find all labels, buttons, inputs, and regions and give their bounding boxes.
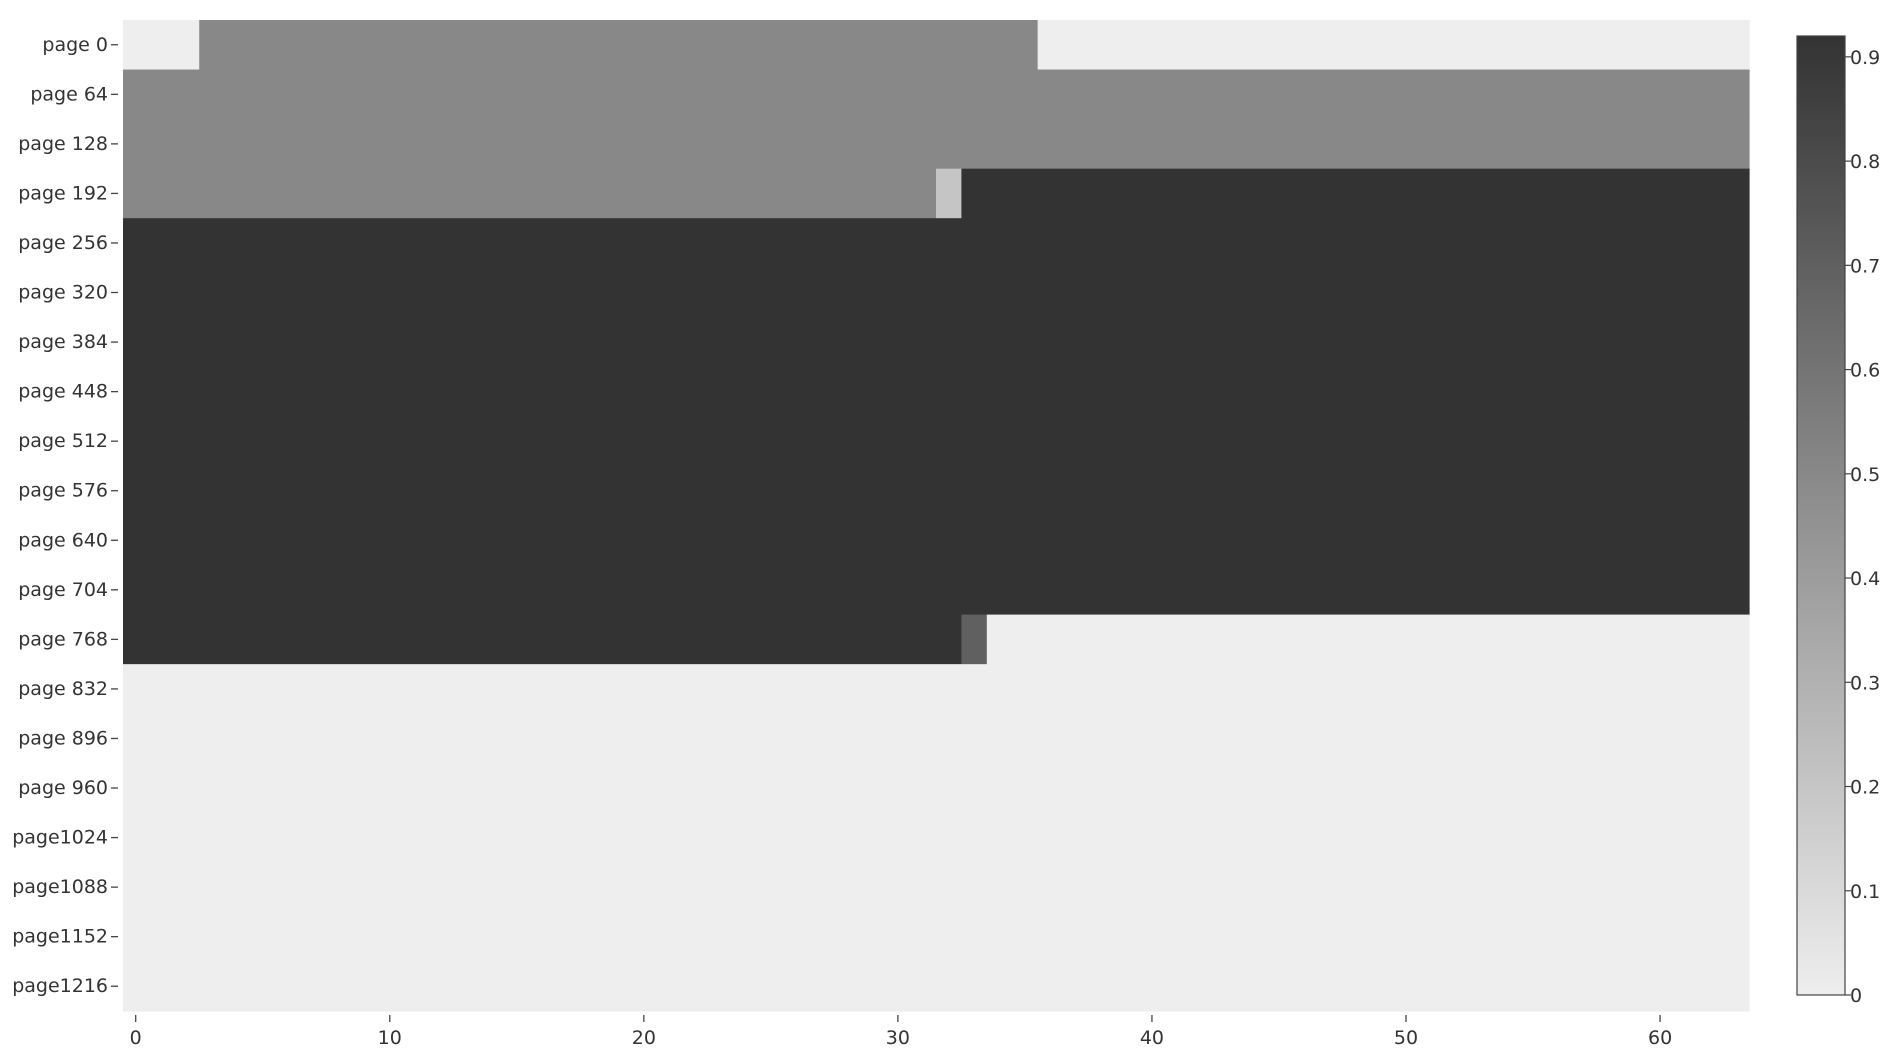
heatmap-cell [123, 218, 1750, 269]
heatmap-cell [123, 961, 1750, 1012]
colorbar-tick-label: 0.9 [1850, 47, 1880, 69]
x-tick-label: 30 [886, 1027, 910, 1049]
colorbar-tick-label: 0 [1850, 985, 1862, 1007]
colorbar-tick-label: 0.4 [1850, 568, 1880, 590]
heatmap-cell [123, 664, 1750, 715]
y-tick-label: page 64 [30, 83, 108, 105]
y-axis: page 0 page 64 page 128 page 192 page 256 pag… [12, 34, 118, 997]
heatmap-cell [123, 911, 1750, 963]
heatmap-cell [123, 20, 200, 71]
heatmap-cell [123, 317, 1750, 368]
x-tick-label: 40 [1140, 1027, 1164, 1049]
colorbar: 0 0.1 0.2 0.3 0.4 0.5 0.6 0.7 0.8 0.9 [1796, 35, 1880, 1007]
heatmap-cell [986, 614, 1750, 665]
heatmap-cell [123, 862, 1750, 913]
y-tick-label: page 320 [18, 282, 108, 304]
heatmap-cell [123, 713, 1750, 764]
y-tick-label: page 640 [18, 529, 108, 551]
colorbar-tick-label: 0.2 [1850, 777, 1880, 799]
y-tick-label: page1152 [12, 926, 108, 948]
y-tick-label: page 512 [18, 430, 108, 452]
y-tick-label: page 832 [18, 678, 108, 700]
y-tick-label: page 256 [18, 232, 108, 254]
heatmap-cell [199, 20, 1039, 71]
heatmap-cell [123, 267, 1750, 318]
y-tick-label: page 192 [18, 182, 108, 204]
x-tick-label: 10 [378, 1027, 402, 1049]
y-tick-label: page 384 [18, 331, 108, 353]
heatmap-cells [123, 20, 1750, 1012]
y-tick-label: page1024 [12, 827, 108, 849]
heatmap-cell [961, 168, 1750, 219]
y-tick-label: page 768 [18, 628, 108, 650]
y-tick-label: page1216 [12, 975, 108, 997]
y-tick-label: page 128 [18, 133, 108, 155]
colorbar-tick-label: 0.8 [1850, 151, 1880, 173]
x-tick-label: 60 [1648, 1027, 1672, 1049]
colorbar-gradient [1796, 35, 1846, 996]
colorbar-tick-label: 0.1 [1850, 881, 1880, 903]
y-tick-label: page 0 [42, 34, 108, 56]
heatmap-cell [123, 515, 1750, 566]
x-tick-label: 50 [1394, 1027, 1418, 1049]
colorbar-tick-label: 0.3 [1850, 672, 1880, 694]
x-tick-label: 20 [632, 1027, 656, 1049]
x-axis: 0 10 20 30 40 50 60 [130, 1015, 1672, 1049]
heatmap-cell [1037, 20, 1750, 71]
heatmap-cell [123, 416, 1750, 467]
y-tick-label: page 704 [18, 579, 108, 601]
y-tick-label: page 960 [18, 777, 108, 799]
heatmap-cell [123, 763, 1750, 814]
heatmap-cell [123, 565, 1750, 616]
colorbar-tick-label: 0.5 [1850, 464, 1880, 486]
colorbar-tick-label: 0.7 [1850, 255, 1880, 277]
heatmap-cell [123, 812, 1750, 863]
y-tick-label: page 448 [18, 381, 108, 403]
heatmap-cell [123, 69, 1750, 120]
y-tick-label: page 896 [18, 727, 108, 749]
heatmap-cell [123, 366, 1750, 417]
heatmap-cell [123, 465, 1750, 517]
colorbar-tick-label: 0.6 [1850, 360, 1880, 382]
heatmap-cell [123, 614, 963, 665]
heatmap-cell [123, 119, 1750, 170]
heatmap-cell [936, 168, 963, 219]
y-tick-label: page1088 [12, 876, 108, 898]
x-tick-label: 0 [130, 1027, 142, 1049]
heatmap-cell [961, 614, 988, 665]
heatmap-cell [123, 168, 937, 219]
y-tick-label: page 576 [18, 480, 108, 502]
